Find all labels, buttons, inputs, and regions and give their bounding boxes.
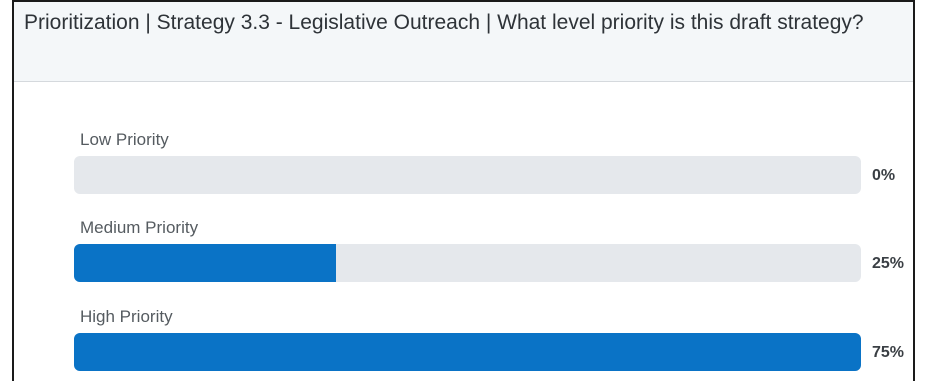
bar-value-low-priority: 0% <box>872 167 896 184</box>
bar-value-high-priority: 75% <box>872 344 905 361</box>
panel-header: Prioritization | Strategy 3.3 - Legislat… <box>14 2 913 82</box>
bar-fill-medium-priority <box>74 244 337 282</box>
poll-results-panel: Prioritization | Strategy 3.3 - Legislat… <box>12 0 915 381</box>
bar-value-medium-priority: 25% <box>872 255 905 272</box>
bar-track-high-priority <box>74 333 861 371</box>
bar-label-low-priority: Low Priority <box>80 130 169 149</box>
bar-track-medium-priority <box>74 244 861 282</box>
question-title: Prioritization | Strategy 3.3 - Legislat… <box>24 11 864 34</box>
bar-fill-high-priority <box>74 333 861 371</box>
priority-bar-chart: Low Priority 0% Medium Priority 25% High… <box>14 84 913 383</box>
bar-label-medium-priority: Medium Priority <box>80 218 199 237</box>
bar-track-low-priority <box>74 156 861 194</box>
bar-label-high-priority: High Priority <box>80 307 173 326</box>
